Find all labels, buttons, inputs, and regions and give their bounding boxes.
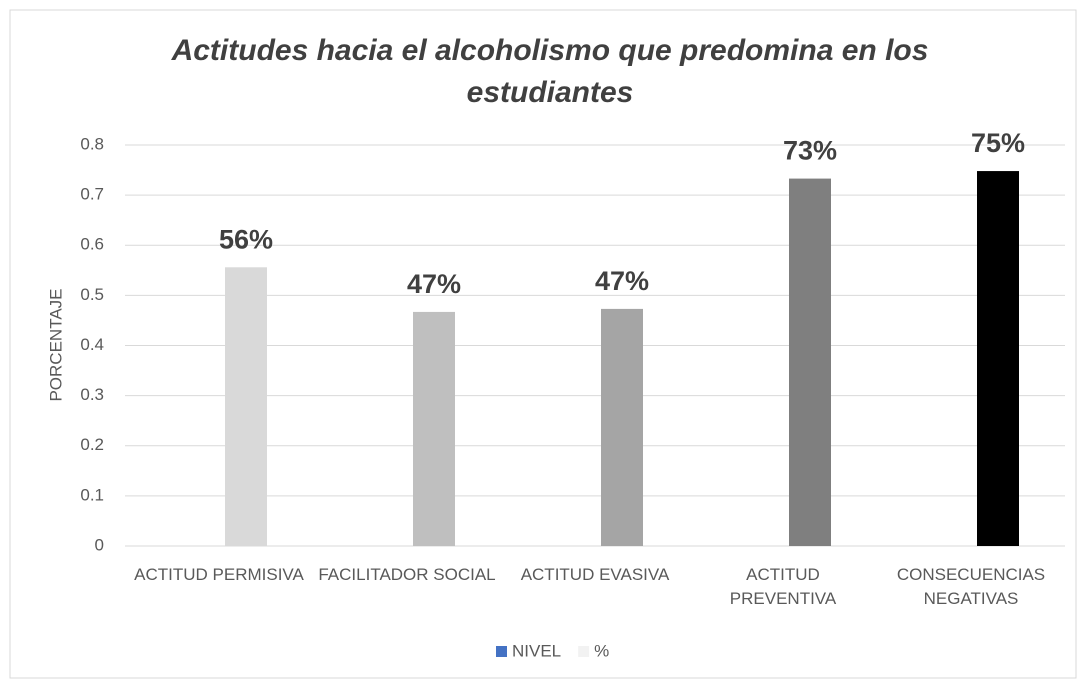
data-label: 75% (971, 128, 1025, 158)
y-tick-label: 0.1 (80, 485, 104, 504)
y-tick-label: 0 (95, 535, 104, 554)
y-tick-label: 0.5 (80, 285, 104, 304)
legend-label: NIVEL (512, 641, 561, 660)
chart-title: Actitudes hacia el alcoholismo que predo… (171, 34, 929, 109)
legend-swatch (578, 646, 590, 657)
y-tick-label: 0.2 (80, 435, 104, 454)
x-tick-label: ACTITUD EVASIVA (520, 565, 670, 584)
data-label: 56% (219, 224, 273, 254)
y-tick-label: 0.4 (80, 335, 104, 354)
bar (789, 178, 831, 547)
bar (977, 171, 1019, 546)
data-label: 73% (783, 136, 837, 166)
data-label: 47% (595, 266, 649, 296)
data-label: 47% (407, 269, 461, 299)
x-tick-label: ACTITUD PREVENTIVA (729, 565, 837, 608)
y-tick-label: 0.7 (80, 185, 104, 204)
bar (225, 267, 267, 546)
x-tick-label: ACTITUD PERMISIVA (134, 565, 304, 584)
bar (413, 311, 455, 546)
x-tick-label: CONSECUENCIAS NEGATIVAS (896, 565, 1046, 608)
y-tick-label: 0.3 (80, 385, 104, 404)
legend-swatch (496, 646, 507, 657)
y-axis-label: PORCENTAJE (46, 288, 65, 401)
y-tick-label: 0.6 (80, 235, 104, 254)
y-tick-label: 0.8 (80, 134, 104, 153)
x-tick-label: FACILITADOR SOCIAL (318, 565, 496, 584)
chart-border (9, 9, 1077, 679)
legend-label: % (594, 641, 609, 660)
bar (601, 308, 643, 546)
